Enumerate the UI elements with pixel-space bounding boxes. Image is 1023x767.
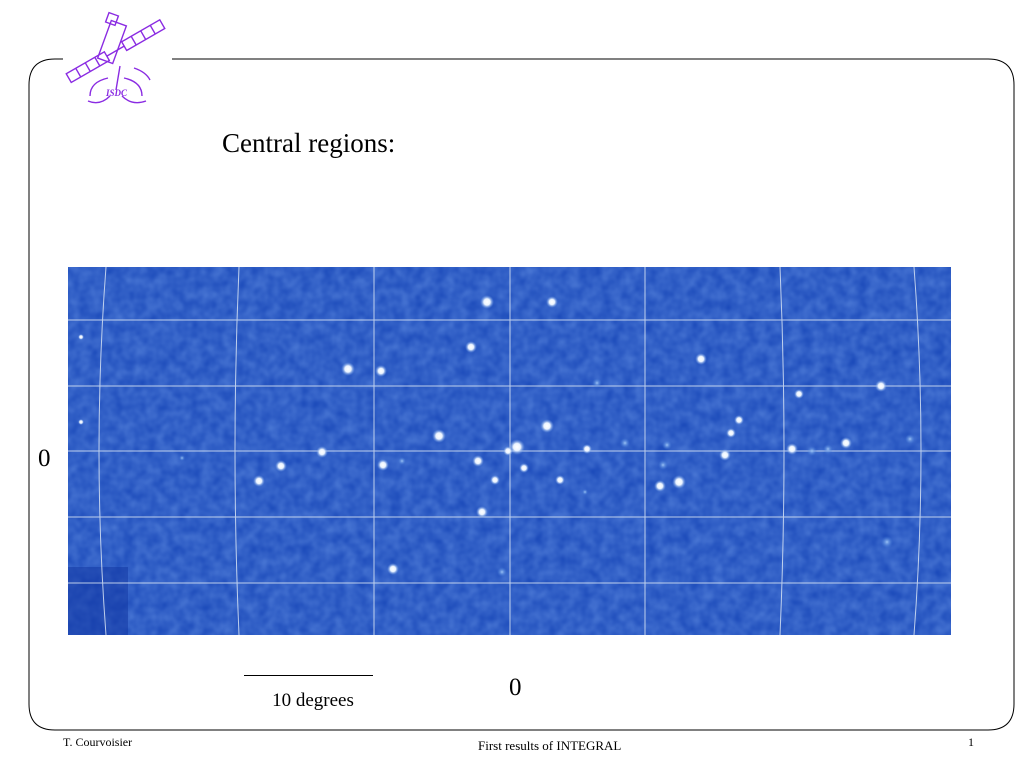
scale-label: 10 degrees [272, 690, 354, 711]
longitude-zero-label: 0 [509, 674, 522, 701]
footer-title: First results of INTEGRAL [478, 738, 622, 753]
footer-author: T. Courvoisier [63, 735, 133, 749]
integral-sky-map [68, 267, 951, 635]
isdc-logo-text: ISDC [105, 88, 128, 98]
xray-sources [78, 295, 915, 577]
slide-title: Central regions: [222, 128, 396, 158]
scale-bar [244, 675, 373, 676]
coordinate-grid [68, 267, 951, 635]
page-number: 1 [968, 735, 974, 749]
isdc-satellite-logo: ISDC [65, 11, 166, 104]
latitude-zero-label: 0 [38, 445, 51, 472]
